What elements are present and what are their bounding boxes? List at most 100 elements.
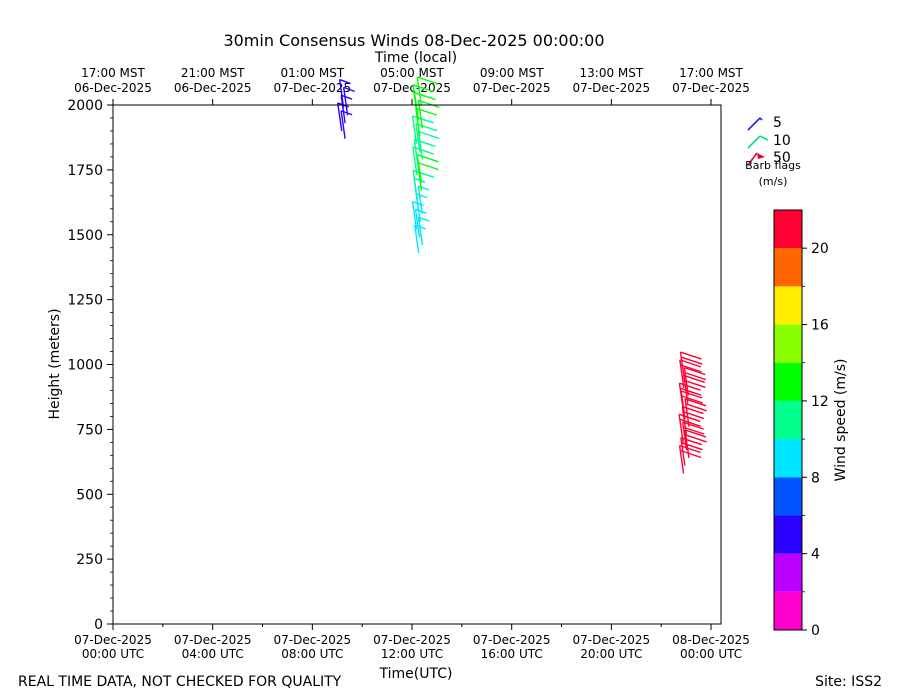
x-axis-label: Time(UTC) — [379, 666, 453, 682]
colorbar-frame — [773, 209, 803, 631]
top-axis-title: Time (local) — [374, 50, 457, 66]
bottom-tick-label-time: 20:00 UTC — [580, 647, 642, 661]
bottom-tick-label-date: 07-Dec-2025 — [273, 633, 351, 647]
y-tick-label: 1250 — [67, 293, 103, 309]
colorbar-tick-label: 8 — [811, 470, 820, 486]
wind-barb-staff — [413, 139, 419, 168]
wind-barb-half-flag — [339, 78, 351, 85]
wind-barb-staff — [340, 110, 346, 139]
bottom-tick-label-time: 12:00 UTC — [381, 647, 443, 661]
wind-barb-staff — [414, 209, 421, 238]
top-tick-label-date: 06-Dec-2025 — [74, 81, 152, 95]
top-tick-label-time: 05:00 MST — [380, 66, 444, 80]
footer-site: Site: ISS2 — [815, 674, 882, 690]
colorbar-tick-label: 0 — [811, 623, 820, 639]
legend-barb-10-flag — [759, 135, 769, 141]
top-tick-label-date: 07-Dec-2025 — [273, 81, 351, 95]
top-tick-label-date: 07-Dec-2025 — [373, 81, 451, 95]
wind-barb-staff — [414, 224, 420, 254]
wind-barb-staff — [417, 131, 424, 160]
wind-barb-staff — [412, 84, 418, 113]
wind-barb-staff — [416, 76, 422, 106]
wind-barb-flag — [417, 76, 439, 85]
bottom-tick-label-date: 07-Dec-2025 — [573, 633, 651, 647]
wind-barb-flag — [681, 395, 703, 404]
top-tick-label-date: 07-Dec-2025 — [672, 81, 750, 95]
wind-barb-flag — [678, 413, 701, 423]
wind-barb-staff — [411, 115, 418, 145]
wind-barb-half-flag — [415, 193, 428, 199]
colorbar-bin — [774, 362, 802, 401]
bottom-tick-label-time: 00:00 UTC — [680, 647, 742, 661]
top-tick-label-time: 13:00 MST — [580, 66, 644, 80]
legend-label: 5 — [773, 115, 782, 131]
colorbar-bin — [774, 477, 802, 516]
wind-barb-flag — [685, 403, 707, 412]
y-tick-label: 0 — [94, 617, 103, 633]
wind-barb-staff — [412, 170, 418, 199]
y-tick-label: 250 — [76, 552, 103, 568]
wind-barb-flag — [417, 154, 439, 163]
y-tick-label: 500 — [76, 487, 103, 503]
wind-barb-flag — [414, 138, 436, 147]
wind-barb-staff — [416, 162, 423, 191]
wind-barb-flag — [684, 429, 707, 438]
wind-barb-flag — [684, 366, 706, 376]
colorbar-bin — [774, 286, 802, 325]
top-tick-label-time: 21:00 MST — [181, 66, 245, 80]
top-tick-label-date: 07-Dec-2025 — [573, 81, 651, 95]
wind-barb-staff — [678, 445, 685, 474]
wind-barb-flag — [412, 115, 434, 124]
wind-barb-flag — [684, 398, 707, 407]
wind-barb-flag — [684, 371, 707, 381]
wind-barb-flag — [679, 444, 701, 454]
wind-barb-staff — [417, 217, 424, 246]
wind-barb-half-flag — [415, 208, 427, 215]
chart-title: 30min Consensus Winds 08-Dec-2025 00:00:… — [223, 31, 604, 50]
colorbar-tick-label: 12 — [811, 394, 829, 410]
wind-barb-flag — [679, 449, 702, 459]
wind-barb-half-flag — [418, 185, 430, 191]
wind-barb-staff — [411, 201, 418, 230]
footer-disclaimer: REAL TIME DATA, NOT CHECKED FOR QUALITY — [18, 674, 342, 690]
wind-barb-staff — [417, 185, 423, 215]
bottom-tick-label-date: 07-Dec-2025 — [174, 633, 252, 647]
top-tick-label-date: 06-Dec-2025 — [174, 81, 252, 95]
legend-caption: Barb flags — [745, 159, 801, 172]
top-tick-label-date: 07-Dec-2025 — [473, 81, 551, 95]
wind-barb-staff — [415, 123, 421, 152]
wind-barb-staff — [412, 146, 418, 176]
y-tick-label: 1750 — [67, 163, 103, 179]
wind-barb-flag — [414, 91, 436, 101]
colorbar-bin — [774, 324, 802, 363]
wind-barb-staff — [416, 154, 423, 183]
wind-barb-flag — [679, 418, 701, 428]
y-tick-label: 1000 — [67, 358, 103, 374]
y-axis-ticks: 0 250 500 750 1000 1250 1500 1750 2000 — [67, 98, 113, 633]
colorbar-tick-label: 4 — [811, 547, 820, 563]
colorbar-bin — [774, 553, 802, 592]
wind-barb-flag — [680, 390, 703, 399]
plot-frame — [112, 104, 722, 625]
colorbar-bin — [774, 439, 802, 478]
wind-barb-flag — [415, 123, 438, 132]
y-tick-label: 1500 — [67, 228, 103, 244]
colorbar-bin — [774, 591, 802, 630]
colorbar-bin — [774, 515, 802, 554]
legend-label: 10 — [773, 133, 791, 149]
bottom-tick-label-date: 07-Dec-2025 — [373, 633, 451, 647]
wind-barb-flag — [415, 107, 438, 116]
top-tick-label-time: 17:00 MST — [679, 66, 743, 80]
wind-barb-half-flag — [343, 86, 355, 93]
colorbar-tick-label: 20 — [811, 241, 829, 257]
colorbar-bin — [774, 400, 802, 440]
legend-barb-50-pennant — [757, 153, 765, 159]
wind-barb-flag — [679, 387, 702, 396]
wind-barb-flag — [418, 130, 440, 140]
wind-barb-staff — [338, 79, 345, 108]
wind-barb-flag — [412, 84, 435, 93]
y-tick-label: 2000 — [67, 98, 103, 114]
